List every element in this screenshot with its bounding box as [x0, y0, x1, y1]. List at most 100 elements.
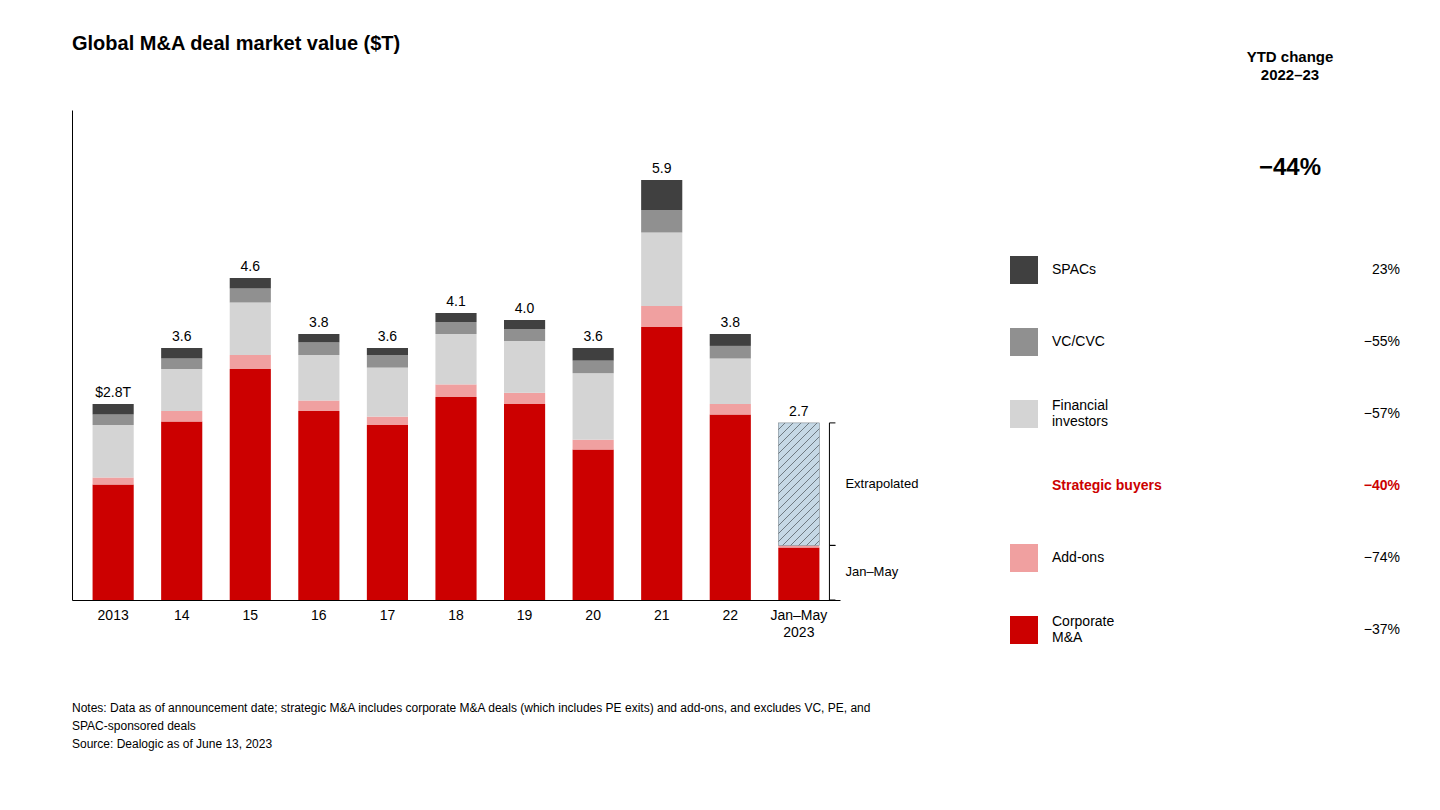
- text-line: 15: [242, 607, 258, 623]
- legend-item: SPACs23%: [1010, 256, 1400, 284]
- legend-label: Financialinvestors: [1052, 396, 1108, 429]
- legend-item: VC/CVC−55%: [1010, 328, 1400, 356]
- bar-segment: [298, 334, 339, 335]
- bar-segment: [504, 404, 545, 600]
- bracket-line: [829, 545, 830, 600]
- legend-swatch: [1010, 256, 1038, 284]
- series-2: [93, 233, 751, 478]
- text-line: investors: [1052, 413, 1108, 429]
- x-axis: 2013141516171819202122Jan–May2023: [73, 601, 841, 640]
- bar-segment: [573, 361, 614, 374]
- x-tick-label: 18: [448, 607, 464, 623]
- bar-segment: [641, 306, 682, 327]
- bar-segment: [367, 348, 408, 355]
- total-label: 3.6: [172, 328, 192, 344]
- legend: SPACs23% VC/CVC−55% Financialinvestors −57%…: [1010, 256, 1401, 645]
- bar-segment: [710, 359, 751, 405]
- bar-segment: [161, 348, 202, 359]
- note: SPAC-sponsored deals: [72, 719, 196, 733]
- x-axis-line: [73, 600, 841, 601]
- bar-segment: [435, 322, 476, 334]
- bar-segment: [230, 278, 271, 279]
- bar-segment: [573, 348, 614, 349]
- x-tick-label: Jan–May2023: [770, 607, 827, 640]
- bar-segment: [573, 450, 614, 601]
- bar-segment: [710, 415, 751, 601]
- bar-segment: [161, 348, 202, 349]
- bar-segment: [435, 397, 476, 600]
- bar-segment: [710, 346, 751, 359]
- bar-segment: [641, 233, 682, 307]
- bracket: Jan–May: [829, 545, 898, 600]
- bar-segment: [435, 313, 476, 322]
- x-tick: Jan–May2023: [770, 607, 827, 640]
- note: Notes: Data as of announcement date; str…: [72, 701, 870, 715]
- bar-segment: [298, 411, 339, 600]
- bar-segment: [778, 423, 819, 546]
- bar-segment: [161, 422, 202, 601]
- bar-segment: [93, 404, 134, 415]
- bars: [93, 180, 820, 600]
- legend-label: Strategic buyers: [1052, 477, 1162, 493]
- bar-segment: [778, 545, 819, 547]
- bar-segment: [641, 180, 682, 181]
- ytd-value: −44%: [1259, 153, 1321, 180]
- legend-swatch: [1010, 400, 1038, 428]
- series-0: [93, 327, 820, 600]
- legend-item: Financialinvestors −57%: [1010, 396, 1400, 429]
- notes: Notes: Data as of announcement date; str…: [72, 701, 870, 751]
- text-line: 17: [380, 607, 396, 623]
- bar-segment: [641, 327, 682, 600]
- x-tick: 22: [722, 607, 738, 623]
- x-tick-label: 19: [517, 607, 533, 623]
- text-line: YTD change: [1247, 48, 1334, 65]
- bar-segment: [298, 355, 339, 401]
- bar-segment: [298, 334, 339, 342]
- x-tick-label: 22: [722, 607, 738, 623]
- bar-segment: [93, 415, 134, 426]
- x-tick-label: 21: [654, 607, 670, 623]
- text-line: 2022–23: [1261, 66, 1319, 83]
- bar-segment: [435, 384, 476, 397]
- x-tick: 16: [311, 607, 327, 623]
- legend-change: −74%: [1364, 549, 1400, 565]
- bar-segment: [573, 440, 614, 450]
- bar-segment: [230, 303, 271, 356]
- series-4: [93, 180, 751, 415]
- text-line: 22: [722, 607, 738, 623]
- bar-segment: [298, 342, 339, 355]
- text-line: 20: [585, 607, 601, 623]
- legend-change: −55%: [1364, 333, 1400, 349]
- y-axis-line: [72, 111, 73, 601]
- text-line: 18: [448, 607, 464, 623]
- legend-swatch: [1010, 544, 1038, 572]
- bracket-tick: [829, 545, 835, 546]
- text-line: M&A: [1052, 629, 1083, 645]
- legend-item: Strategic buyers−40%: [1052, 477, 1401, 493]
- total-label: 5.9: [652, 160, 672, 176]
- text-line: Strategic buyers: [1052, 477, 1162, 493]
- x-tick: 21: [654, 607, 670, 623]
- bar-segment: [435, 334, 476, 384]
- x-tick: 20: [585, 607, 601, 623]
- bar-segment: [710, 334, 751, 346]
- bar-segment: [778, 548, 819, 601]
- bar-segment: [504, 320, 545, 321]
- total-label: 4.6: [241, 258, 261, 274]
- total-label: 2.7: [789, 403, 809, 419]
- series-5: [778, 423, 819, 546]
- bar-segment: [161, 359, 202, 370]
- bar-segment: [367, 417, 408, 425]
- text-line: 19: [517, 607, 533, 623]
- x-tick: 2013: [98, 607, 129, 623]
- bar-segment: [367, 368, 408, 417]
- x-tick-label: 2013: [98, 607, 129, 623]
- legend-item: CorporateM&A−37%: [1010, 612, 1400, 645]
- annotation-label: Jan–May: [845, 564, 898, 579]
- bracket: Extrapolated: [829, 423, 918, 546]
- legend-change: −57%: [1364, 405, 1400, 421]
- bracket-line: [829, 423, 830, 546]
- bar-segment: [161, 369, 202, 411]
- text-line: Corporate: [1052, 612, 1114, 628]
- text-line: Financial: [1052, 396, 1108, 412]
